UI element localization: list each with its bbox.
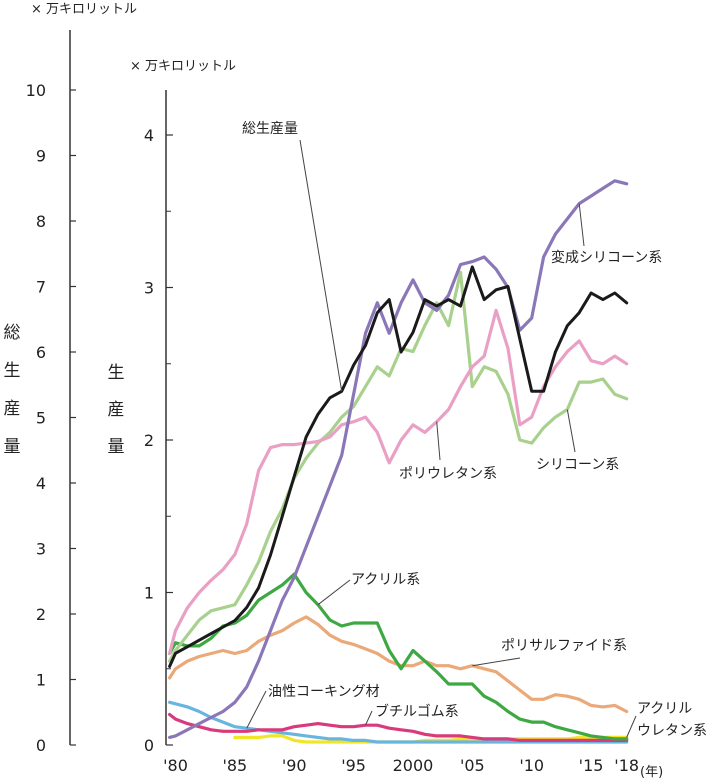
right-axis-title-2: 産 — [108, 400, 125, 420]
annotation-leader — [299, 139, 343, 392]
annotation-leader — [578, 203, 585, 247]
x-tick-label: '10 — [519, 756, 544, 775]
annotation-leader — [626, 715, 637, 738]
x-tick-label: '80 — [163, 756, 188, 775]
annotation-leader — [246, 690, 267, 729]
annotation-label: ポリサルファイド系 — [501, 638, 627, 654]
right-tick-label: 0 — [144, 736, 154, 755]
right-tick-label: 1 — [144, 584, 154, 603]
left-axis-title-1: 総 — [4, 323, 21, 343]
left-tick-label: 5 — [36, 409, 46, 428]
annotation-leader — [365, 710, 373, 726]
left-axis-title-2: 生 — [4, 361, 21, 381]
left-tick-label: 7 — [36, 278, 46, 297]
x-tick-label: '90 — [282, 756, 307, 775]
left-tick-label: 2 — [36, 605, 46, 624]
left-axis: × 万キロリットル 総 生 産 量 — [4, 2, 137, 745]
left-tick-label: 10 — [26, 81, 46, 100]
left-tick-label: 8 — [36, 212, 46, 231]
right-ticks: 0 1 2 3 4 — [144, 126, 173, 755]
left-axis-unit: × 万キロリットル — [31, 2, 137, 17]
annotation-label: アクリル — [637, 701, 692, 717]
series-layer — [168, 179, 629, 744]
right-axis-title-1: 生 — [108, 363, 125, 383]
right-tick-label: 4 — [144, 126, 154, 145]
left-ticks: 0 1 2 3 4 5 6 7 8 9 10 — [26, 81, 76, 755]
series-line — [168, 270, 629, 663]
annotation-label: シリコーン系 — [536, 457, 619, 473]
x-tick-label: '85 — [222, 756, 247, 775]
annotation-label: ブチルゴム系 — [375, 703, 459, 720]
right-axis-title-3: 量 — [108, 437, 125, 457]
left-axis-title-4: 量 — [4, 437, 21, 457]
left-tick-label: 9 — [36, 147, 46, 166]
annotation-leader — [472, 657, 521, 667]
left-tick-label: 3 — [36, 540, 46, 559]
annotation-label: ポリウレタン系 — [399, 466, 497, 482]
annotation-label: アクリル系 — [351, 572, 420, 588]
left-tick-label: 6 — [36, 343, 46, 362]
annotation-label: ウレタン系 — [637, 723, 707, 739]
right-axis-unit: × 万キロリットル — [130, 59, 236, 74]
annotation-leader — [317, 579, 351, 606]
right-tick-label: 3 — [144, 279, 154, 298]
series-line — [168, 615, 629, 714]
left-tick-label: 0 — [36, 736, 46, 755]
left-axis-title-3: 産 — [4, 399, 21, 419]
annotation-label: 総生産量 — [242, 121, 298, 137]
annotation-leader — [436, 421, 441, 461]
annotation-label: 変成シリコーン系 — [551, 249, 662, 266]
x-tick-label: 2000 — [393, 756, 434, 775]
series-line — [168, 572, 629, 741]
right-axis: × 万キロリットル 生 産 量 — [108, 59, 236, 745]
x-axis-unit: (年) — [640, 765, 663, 780]
annotation-label: 油性コーキング材 — [268, 684, 380, 700]
left-tick-label: 4 — [36, 474, 46, 493]
series-line — [168, 712, 629, 743]
x-tick-label: '15 — [579, 756, 604, 775]
x-ticks: (年) '80 '85 '90 '95 2000 '05 '10 '15 '18 — [163, 756, 663, 780]
x-tick-label: '18 — [614, 756, 639, 775]
x-tick-label: '95 — [341, 756, 366, 775]
right-tick-label: 2 — [144, 431, 154, 450]
left-tick-label: 1 — [36, 671, 46, 690]
annotation-leader — [566, 409, 576, 453]
x-tick-label: '05 — [460, 756, 485, 775]
series-line — [168, 179, 629, 740]
series-line — [168, 265, 629, 668]
